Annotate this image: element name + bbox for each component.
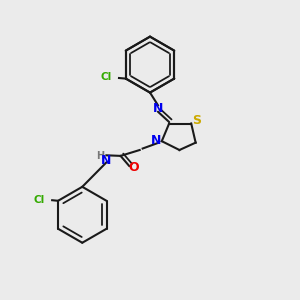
Text: H: H	[96, 151, 104, 161]
Text: O: O	[128, 161, 139, 174]
Text: S: S	[192, 114, 201, 127]
Text: Cl: Cl	[100, 72, 112, 82]
Text: N: N	[153, 102, 163, 115]
Text: Cl: Cl	[34, 195, 45, 205]
Text: N: N	[151, 134, 162, 147]
Text: N: N	[101, 154, 112, 167]
